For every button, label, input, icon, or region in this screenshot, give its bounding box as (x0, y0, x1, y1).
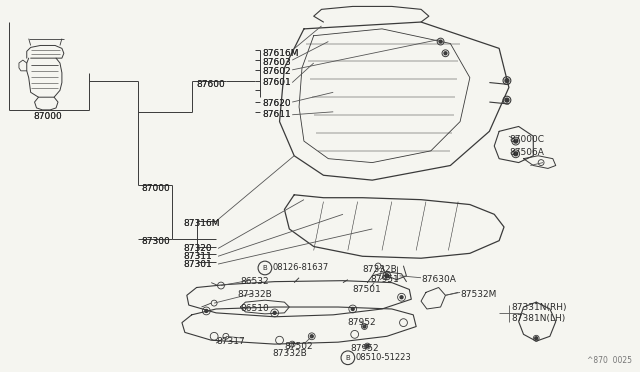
Text: 87620: 87620 (262, 99, 291, 108)
Text: 87301: 87301 (183, 260, 212, 269)
Text: 87300: 87300 (141, 237, 170, 246)
Text: B: B (262, 265, 268, 271)
Text: 87611: 87611 (262, 110, 291, 119)
Text: 87311: 87311 (183, 252, 212, 261)
Text: 87320: 87320 (183, 244, 212, 253)
Text: 87316M: 87316M (183, 219, 220, 228)
Text: 87601: 87601 (262, 78, 291, 87)
Text: 86510: 86510 (241, 304, 269, 314)
Text: 87311: 87311 (183, 252, 212, 261)
Circle shape (505, 98, 509, 102)
Text: 87317: 87317 (216, 337, 245, 346)
Text: 87616M: 87616M (262, 49, 298, 58)
Text: 87000C: 87000C (509, 135, 544, 144)
Circle shape (273, 311, 276, 314)
Text: 87602: 87602 (262, 67, 291, 76)
Text: 87332B: 87332B (237, 290, 273, 299)
Circle shape (366, 344, 369, 347)
Circle shape (439, 40, 442, 43)
Text: 87952: 87952 (347, 318, 376, 327)
Circle shape (535, 337, 538, 340)
Text: 87000: 87000 (141, 185, 170, 193)
Text: 87532M: 87532M (460, 290, 497, 299)
Circle shape (505, 78, 509, 83)
Text: 08510-51223: 08510-51223 (356, 353, 412, 362)
Text: 87620: 87620 (262, 99, 291, 108)
Text: 87381N(LH): 87381N(LH) (512, 314, 566, 323)
Text: B: B (346, 355, 350, 361)
Text: 87602: 87602 (262, 67, 291, 76)
Text: 87600: 87600 (196, 80, 225, 89)
Text: 87301: 87301 (183, 260, 212, 269)
Text: 87951: 87951 (371, 275, 399, 284)
Text: 87000: 87000 (33, 112, 62, 121)
Text: 87000: 87000 (33, 112, 62, 121)
Text: 87600: 87600 (196, 80, 225, 89)
Circle shape (351, 308, 354, 311)
Text: 87603: 87603 (262, 58, 291, 67)
Text: 87316M: 87316M (183, 219, 220, 228)
Text: 87000: 87000 (141, 185, 170, 193)
Circle shape (385, 274, 389, 278)
Circle shape (205, 310, 208, 312)
Text: 87300: 87300 (141, 237, 170, 246)
Circle shape (400, 296, 403, 299)
Text: 08126-81637: 08126-81637 (273, 263, 329, 272)
Text: 87331N(RH): 87331N(RH) (512, 302, 567, 311)
Circle shape (444, 52, 447, 55)
Text: 87601: 87601 (262, 78, 291, 87)
Text: 87506A: 87506A (509, 148, 544, 157)
Circle shape (514, 139, 518, 143)
Text: 87501: 87501 (353, 285, 381, 294)
Circle shape (310, 335, 313, 338)
Circle shape (363, 325, 366, 328)
Text: 87611: 87611 (262, 110, 291, 119)
Text: ^870  0025: ^870 0025 (587, 356, 632, 365)
Text: 87630A: 87630A (421, 275, 456, 284)
Text: 87502: 87502 (284, 341, 313, 350)
Text: 87332B: 87332B (362, 266, 397, 275)
Text: 87603: 87603 (262, 58, 291, 67)
Text: 87616M: 87616M (262, 49, 298, 58)
Text: 87332B: 87332B (273, 349, 307, 358)
Text: 87952: 87952 (351, 343, 380, 353)
Text: 86532: 86532 (241, 277, 269, 286)
Circle shape (514, 152, 518, 156)
Text: 87320: 87320 (183, 244, 212, 253)
